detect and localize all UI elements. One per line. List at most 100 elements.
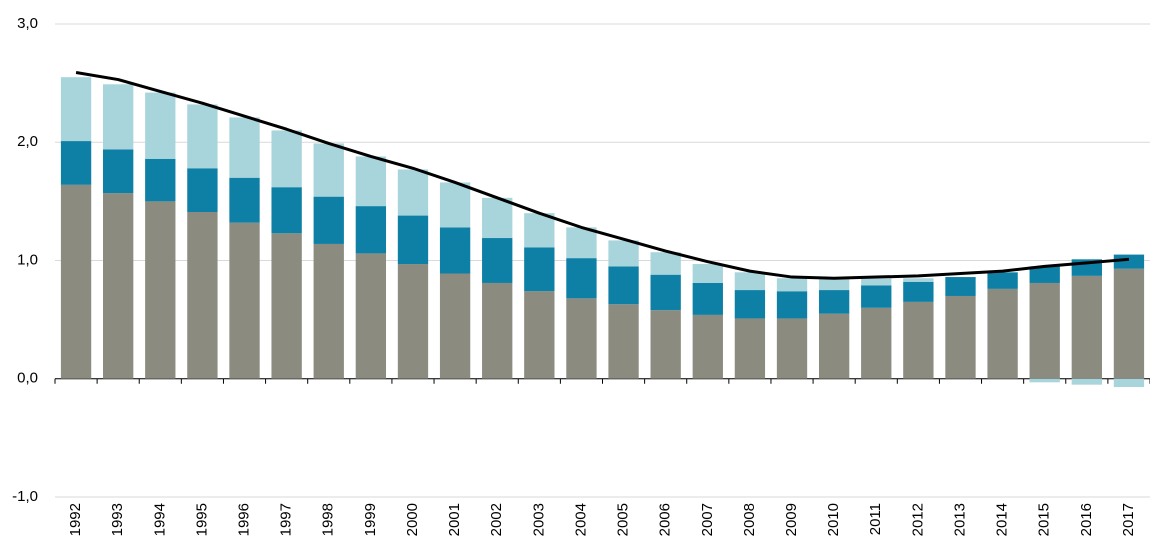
- bar-segment: [818, 313, 850, 379]
- x-tick-label: 1996: [235, 503, 252, 536]
- bar-segment: [145, 158, 176, 202]
- bar-segment: [861, 285, 892, 308]
- bar-segment: [103, 84, 134, 150]
- x-tick-label: 2010: [825, 503, 842, 536]
- x-tick-label: 2000: [404, 503, 421, 536]
- bar-segment: [271, 130, 302, 188]
- y-tick-label: 2,0: [17, 133, 38, 150]
- bar-segment: [734, 290, 766, 319]
- x-tick-label: 1999: [362, 503, 379, 536]
- y-tick-label: 3,0: [17, 15, 38, 32]
- x-tick-label: 2003: [530, 503, 547, 536]
- bar-segment: [313, 196, 344, 244]
- bar-segment: [1113, 378, 1145, 388]
- bar-segment: [60, 141, 92, 185]
- bar-segment: [608, 304, 639, 379]
- bar-segment: [692, 314, 723, 379]
- bar-segment: [271, 187, 302, 234]
- bar-segment: [945, 295, 976, 379]
- line: [75, 71, 1130, 280]
- bar-segment: [650, 252, 681, 275]
- bar-segment: [313, 143, 344, 197]
- bar-segment: [987, 272, 1018, 289]
- x-tick-label: 2001: [446, 503, 463, 536]
- bar-segment: [355, 253, 387, 379]
- x-tick-label: 2002: [488, 503, 505, 536]
- bar-segment: [650, 310, 681, 379]
- x-tick-label: 2017: [1120, 503, 1137, 536]
- bar-segment: [524, 213, 555, 248]
- bar-segment: [187, 104, 218, 169]
- bar-segment: [482, 282, 513, 379]
- bar-segment: [103, 149, 134, 194]
- bar-segment: [482, 197, 513, 239]
- bar-segment: [776, 291, 808, 319]
- bar-segment: [439, 273, 471, 379]
- bar-segment: [566, 258, 597, 299]
- bar-segment: [692, 282, 723, 315]
- bar-segment: [187, 168, 218, 213]
- bar-segment: [103, 193, 134, 379]
- bar-segment: [818, 290, 850, 314]
- bar-segment: [566, 298, 597, 379]
- bar-segment: [861, 307, 892, 379]
- x-tick-label: 2008: [741, 503, 758, 536]
- bar-segment: [861, 278, 892, 286]
- bar-segment: [734, 272, 766, 291]
- bar-segment: [524, 291, 555, 379]
- bar-segment: [776, 318, 808, 379]
- bar-segment: [439, 182, 471, 228]
- y-tick-label: 0,0: [17, 370, 38, 387]
- bar-segment: [1113, 254, 1145, 269]
- bar-segment: [734, 318, 766, 379]
- x-tick-label: 2015: [1036, 503, 1053, 536]
- bar-segment: [1113, 268, 1145, 379]
- bar-segment: [229, 177, 260, 223]
- bar-segment: [397, 169, 429, 216]
- bar-segment: [608, 266, 639, 305]
- x-tick-label: 1995: [193, 503, 210, 536]
- bar-segment: [903, 278, 934, 282]
- bar-segment: [313, 243, 344, 379]
- bar-segment: [60, 77, 92, 142]
- x-tick-label: 2006: [657, 503, 674, 536]
- bar-segment: [608, 240, 639, 267]
- x-tick-label: 1997: [278, 503, 295, 536]
- bar-segment: [187, 212, 218, 379]
- bar-segment: [524, 247, 555, 292]
- x-tick-label: 1992: [67, 503, 84, 536]
- y-tick-label: -1,0: [12, 488, 38, 505]
- x-tick-label: 2009: [783, 503, 800, 536]
- bar-segment: [903, 281, 934, 302]
- bar-segment: [439, 227, 471, 274]
- bar-segment: [1029, 378, 1060, 383]
- x-tick-label: 2012: [909, 503, 926, 536]
- bar-segment: [903, 301, 934, 379]
- x-tick-label: 2004: [572, 503, 589, 536]
- bar-segment: [145, 201, 176, 379]
- bar-segment: [1029, 282, 1060, 379]
- y-tick-label: 1,0: [17, 251, 38, 268]
- bar-segment: [650, 274, 681, 311]
- x-tick-label: 2013: [951, 503, 968, 536]
- bar-segment: [397, 264, 429, 379]
- bar-segment: [229, 117, 260, 178]
- bar-segment: [355, 156, 387, 207]
- x-tick-label: 1993: [109, 503, 126, 536]
- bar-segment: [60, 184, 92, 379]
- bar-segment: [482, 238, 513, 283]
- bar-segment: [355, 206, 387, 254]
- x-tick-label: 2016: [1078, 503, 1095, 536]
- bar-segment: [397, 215, 429, 265]
- bar-segment: [566, 227, 597, 259]
- bar-segment: [818, 277, 850, 291]
- bar-segment: [987, 288, 1018, 379]
- bar-segment: [945, 277, 976, 296]
- x-tick-label: 2014: [994, 503, 1011, 536]
- bar-segment: [1071, 275, 1102, 379]
- x-tick-label: 1998: [320, 503, 337, 536]
- bar-segment: [1029, 266, 1060, 283]
- bar-segment: [1071, 378, 1102, 385]
- x-tick-label: 2011: [867, 503, 884, 535]
